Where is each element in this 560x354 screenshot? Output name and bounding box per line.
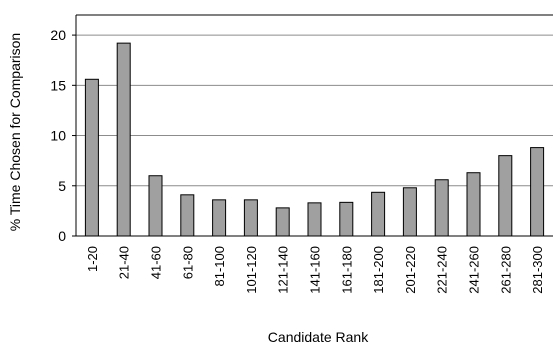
bar-261-280	[498, 155, 513, 237]
bar-161-180	[339, 201, 354, 237]
bar-221-240	[434, 179, 449, 237]
bar-141-160	[307, 202, 322, 237]
x-tick-label: 181-200	[371, 246, 386, 294]
x-tick-label: 201-220	[403, 246, 418, 294]
bar-41-60	[148, 175, 163, 237]
bar-181-200	[371, 191, 386, 237]
bars-layer	[84, 42, 545, 237]
bar-61-80	[180, 194, 195, 237]
x-tick-labels: 1-20 21-40 41-60 61-80 81-100 101-120 121-140 1…	[85, 246, 545, 294]
x-tick-label: 261-280	[498, 246, 513, 294]
y-tick-label: 10	[50, 128, 66, 144]
y-tick-label: 15	[50, 77, 66, 93]
x-tick-label: 281-300	[530, 246, 545, 294]
bar-241-260	[466, 172, 481, 237]
bar-81-100	[212, 199, 227, 237]
x-tick-label: 141-160	[308, 246, 323, 294]
y-tick-label: 5	[58, 178, 66, 194]
x-tick-label: 121-140	[276, 246, 291, 294]
x-tick-label: 81-100	[212, 246, 227, 286]
y-tick-label: 20	[50, 27, 66, 43]
axes-layer	[72, 14, 553, 237]
x-tick-label: 101-120	[244, 246, 259, 294]
bar-1-20	[84, 78, 99, 237]
x-tick-label: 161-180	[339, 246, 354, 294]
y-axis-title: % Time Chosen for Comparison	[7, 33, 23, 231]
x-tick-label: 221-240	[435, 246, 450, 294]
x-tick-label: 61-80	[180, 246, 195, 279]
bar-201-220	[402, 187, 417, 237]
bar-101-120	[243, 199, 258, 237]
y-tick-label: 0	[58, 228, 66, 244]
bar-121-140	[275, 207, 290, 237]
x-tick-label: 1-20	[85, 246, 100, 272]
x-tick-label: 41-60	[149, 246, 164, 279]
grid-layer	[76, 34, 553, 187]
bar-21-40	[116, 42, 131, 237]
bar-281-300	[530, 147, 545, 237]
x-tick-label: 21-40	[117, 246, 132, 279]
x-axis-title: Candidate Rank	[268, 329, 369, 345]
y-tick-labels: 0 5 10 15 20	[50, 27, 66, 244]
x-tick-label: 241-260	[467, 246, 482, 294]
